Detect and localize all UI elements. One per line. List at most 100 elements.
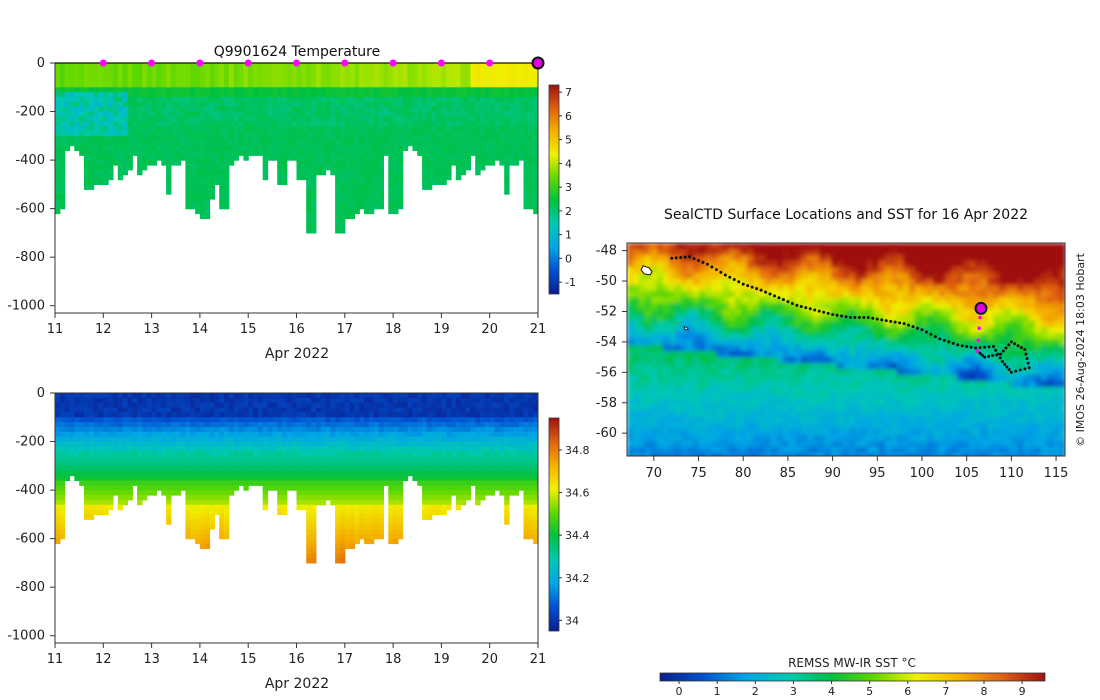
- section-cell: [190, 441, 196, 447]
- section-cell: [455, 490, 462, 496]
- section-cell: [349, 194, 355, 200]
- section-cell: [272, 451, 278, 457]
- section-cell: [88, 397, 95, 404]
- section-cell: [161, 412, 167, 418]
- section-cell: [209, 179, 215, 185]
- section-cell: [451, 131, 457, 137]
- section-cell: [282, 121, 288, 127]
- section-cell: [311, 538, 317, 545]
- section-cell: [499, 393, 505, 399]
- section-cell: [93, 160, 99, 166]
- section-cell: [55, 164, 61, 171]
- section-cell: [368, 533, 375, 540]
- section-cell: [113, 150, 119, 156]
- section-cell: [480, 393, 486, 399]
- section-cell: [272, 470, 278, 477]
- section-cell: [388, 456, 394, 462]
- section-cell: [320, 169, 327, 176]
- section-cell: [214, 422, 220, 428]
- section-cell: [141, 111, 148, 117]
- section-cell: [315, 169, 322, 176]
- section-cell: [489, 106, 496, 113]
- section-cell: [311, 194, 317, 200]
- section-cell: [132, 87, 138, 93]
- section-cell: [475, 131, 481, 137]
- section-cell: [219, 184, 225, 190]
- section-cell: [117, 494, 124, 501]
- section-cell: [388, 169, 394, 176]
- section-cell: [460, 485, 467, 491]
- section-cell: [103, 412, 109, 418]
- section-cell: [146, 135, 153, 142]
- section-cell: [407, 446, 413, 452]
- section-cell: [175, 431, 182, 438]
- section-cell: [499, 97, 505, 103]
- section-cell: [156, 101, 162, 108]
- section-cell: [286, 422, 293, 428]
- section-cell: [489, 490, 496, 496]
- section-cell: [282, 111, 288, 117]
- section-cell: [277, 164, 283, 171]
- section-cell: [364, 412, 370, 418]
- section-cell: [518, 441, 525, 447]
- section-cell: [470, 116, 476, 122]
- section-cell: [88, 92, 95, 98]
- section-cell: [340, 558, 346, 564]
- salinity-panel: 0-200-400-600-800-1000 11 12 13 14 15 16 17 18 1…: [7, 386, 589, 692]
- section-cell: [504, 116, 510, 122]
- section-cell: [55, 528, 61, 535]
- section-cell: [277, 485, 283, 491]
- section-cell: [359, 184, 365, 190]
- section-cell: [161, 97, 167, 103]
- section-cell: [291, 116, 298, 122]
- section-cell: [465, 82, 471, 88]
- section-cell: [161, 121, 167, 127]
- section-cell: [156, 397, 162, 404]
- section-cell: [417, 126, 423, 132]
- section-cell: [426, 402, 433, 409]
- x-tick-label: 17: [337, 652, 354, 667]
- section-cell: [373, 397, 380, 404]
- section-cell: [528, 194, 534, 200]
- section-cell: [224, 145, 230, 151]
- section-cell: [306, 101, 312, 108]
- section-cell: [397, 150, 404, 156]
- section-cell: [470, 140, 476, 147]
- section-cell: [199, 174, 206, 181]
- section-cell: [378, 67, 384, 74]
- section-cell: [108, 150, 114, 156]
- section-cell: [190, 412, 196, 418]
- section-cell: [349, 480, 355, 486]
- section-cell: [484, 402, 491, 409]
- section-cell: [108, 446, 114, 452]
- section-cell: [146, 126, 153, 132]
- section-cell: [373, 194, 380, 200]
- section-cell: [393, 111, 399, 117]
- section-cell: [349, 519, 355, 525]
- section-cell: [108, 82, 114, 88]
- section-cell: [455, 499, 462, 506]
- section-cell: [388, 451, 394, 457]
- section-cell: [359, 150, 365, 156]
- section-cell: [417, 475, 423, 481]
- section-cell: [393, 417, 399, 423]
- section-cell: [286, 150, 293, 156]
- section-cell: [397, 417, 404, 423]
- section-cell: [407, 72, 413, 79]
- section-cell: [291, 155, 298, 161]
- section-cell: [113, 470, 119, 477]
- section-cell: [137, 169, 143, 176]
- section-cell: [64, 77, 71, 84]
- section-cell: [195, 407, 201, 414]
- section-cell: [402, 131, 409, 137]
- section-cell: [388, 92, 394, 98]
- section-cell: [349, 150, 355, 156]
- section-cell: [233, 111, 240, 117]
- section-cell: [311, 169, 317, 176]
- section-cell: [146, 92, 153, 98]
- section-cell: [402, 446, 409, 452]
- section-cell: [248, 72, 254, 79]
- section-cell: [470, 67, 476, 74]
- section-cell: [175, 63, 182, 69]
- section-cell: [185, 427, 191, 433]
